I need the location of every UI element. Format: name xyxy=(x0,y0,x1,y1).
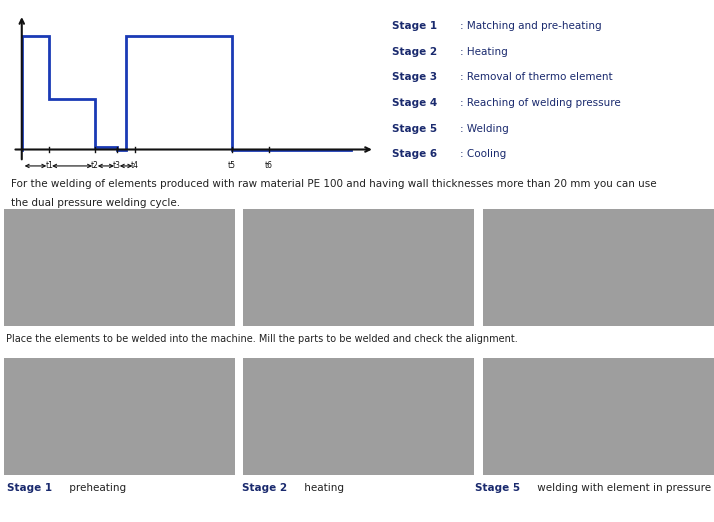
Text: preheating: preheating xyxy=(66,483,126,493)
Text: : Heating: : Heating xyxy=(460,46,508,56)
Text: Stage 2: Stage 2 xyxy=(393,46,438,56)
Text: : Cooling: : Cooling xyxy=(460,149,506,159)
Text: : Reaching of welding pressure: : Reaching of welding pressure xyxy=(460,98,620,108)
Text: Stage 4: Stage 4 xyxy=(393,98,438,108)
Text: Stage 2: Stage 2 xyxy=(242,483,287,493)
Text: Stage 1: Stage 1 xyxy=(393,21,438,31)
Text: For the welding of elements produced with raw material PE 100 and having wall th: For the welding of elements produced wit… xyxy=(11,180,656,189)
Text: welding with element in pressure: welding with element in pressure xyxy=(534,483,712,493)
Text: Stage 1: Stage 1 xyxy=(7,483,52,493)
Text: : Welding: : Welding xyxy=(460,124,508,134)
Text: t1: t1 xyxy=(45,161,53,170)
Text: : Matching and pre-heating: : Matching and pre-heating xyxy=(460,21,601,31)
Text: t6: t6 xyxy=(265,161,273,170)
Text: Stage 6: Stage 6 xyxy=(393,149,438,159)
Text: t3: t3 xyxy=(113,161,121,170)
Text: heating: heating xyxy=(301,483,344,493)
Text: the dual pressure welding cycle.: the dual pressure welding cycle. xyxy=(11,198,180,208)
Text: Stage 5: Stage 5 xyxy=(393,124,438,134)
Text: Place the elements to be welded into the machine. Mill the parts to be welded an: Place the elements to be welded into the… xyxy=(6,334,518,343)
Text: : Removal of thermo element: : Removal of thermo element xyxy=(460,72,613,82)
Text: t5: t5 xyxy=(228,161,236,170)
Text: t4: t4 xyxy=(131,161,139,170)
Text: t2: t2 xyxy=(91,161,99,170)
Text: Stage 3: Stage 3 xyxy=(393,72,438,82)
Text: Stage 5: Stage 5 xyxy=(475,483,521,493)
